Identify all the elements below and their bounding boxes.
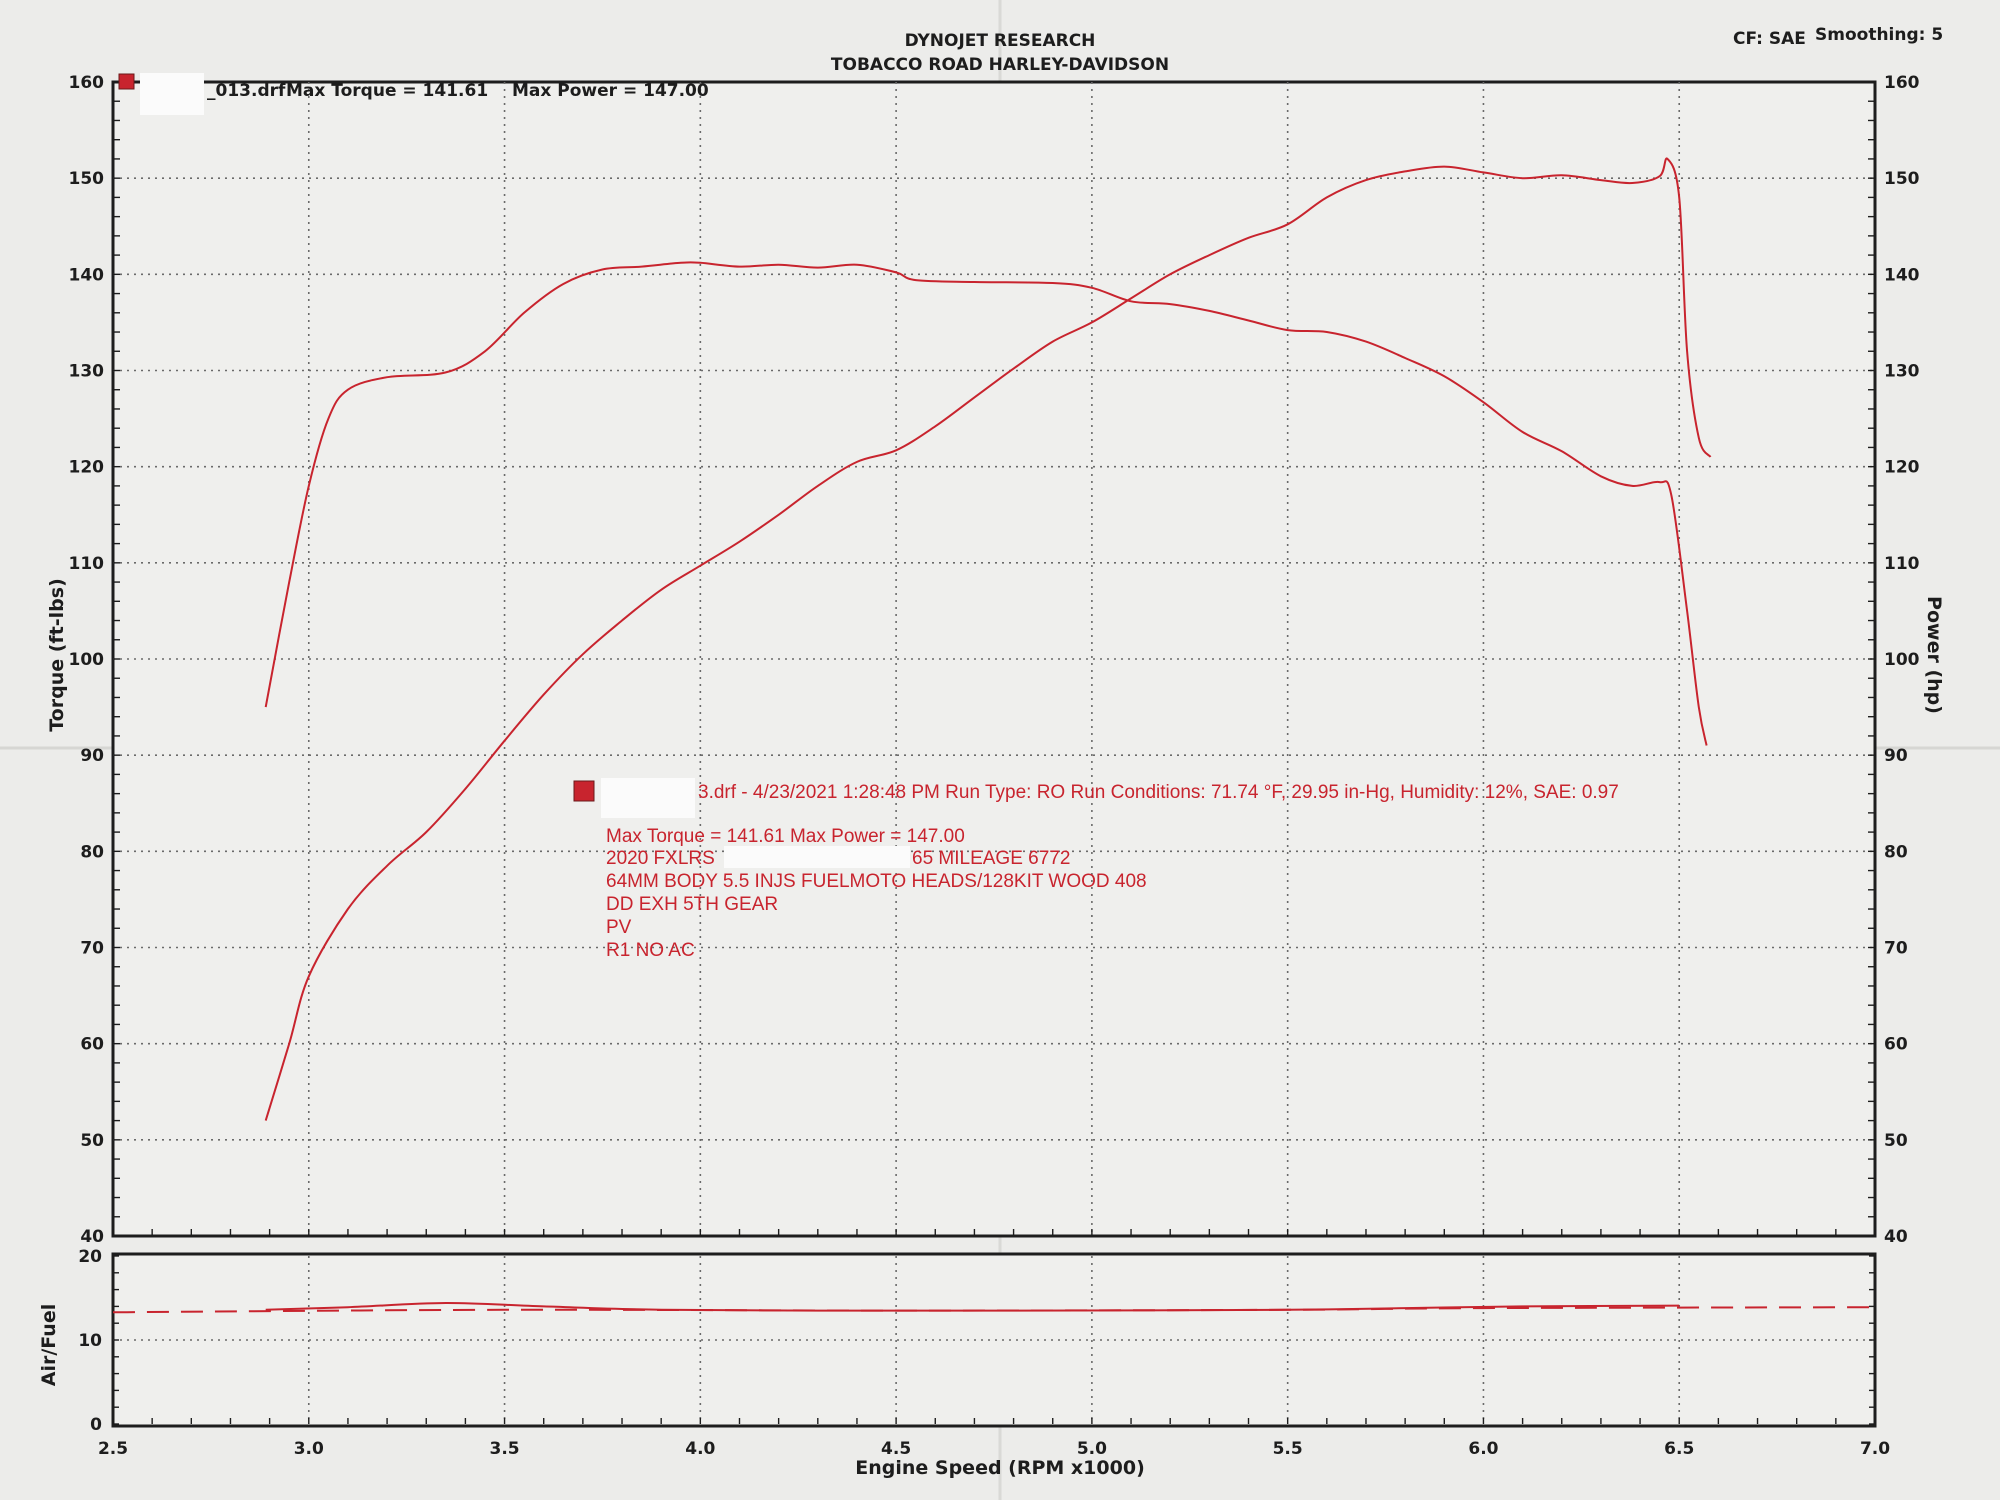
- torque-curve: [264, 261, 1708, 746]
- x-tick-label: 4.0: [685, 1439, 715, 1459]
- x-tick-label: 4.5: [881, 1439, 911, 1459]
- y-tick-label: 90: [80, 746, 104, 766]
- y-tick-label: 110: [69, 554, 105, 574]
- run-info-line-1: 3.drf - 4/23/2021 1:28:48 PM Run Type: R…: [698, 782, 1619, 803]
- y-tick-label: 140: [69, 265, 105, 285]
- x-tick-label: 7.0: [1860, 1439, 1890, 1459]
- af-axis-label: Air/Fuel: [38, 1304, 60, 1387]
- y2-tick-label: 160: [1884, 73, 1920, 93]
- y-tick-label: 100: [69, 650, 105, 670]
- y-tick-label: 60: [80, 1035, 104, 1055]
- y2-axis-label: Power (hp): [1923, 596, 1945, 714]
- af-traces: [112, 1301, 1876, 1314]
- x-tick-label: 3.5: [489, 1439, 519, 1459]
- af-y-tick-label: 10: [78, 1331, 102, 1351]
- y-tick-label: 40: [80, 1227, 104, 1247]
- y-tick-label: 130: [69, 362, 105, 382]
- y-tick-label: 160: [69, 73, 105, 93]
- run-info-line-5: DD EXH 5TH GEAR: [606, 894, 778, 915]
- y2-tick-label: 110: [1884, 554, 1920, 574]
- smoothing-label: Smoothing: 5: [1815, 25, 1943, 45]
- y-tick-label: 150: [69, 169, 105, 189]
- y-axis-label: Torque (ft-lbs): [46, 578, 68, 732]
- y2-tick-label: 90: [1884, 746, 1908, 766]
- main-plot-frame: [111, 80, 1877, 1238]
- power-curve: [264, 157, 1712, 1121]
- y2-tick-label: 40: [1884, 1227, 1908, 1247]
- chart-subtitle: TOBACCO ROAD HARLEY-DAVIDSON: [831, 55, 1169, 75]
- run-info-swatch: [573, 780, 595, 802]
- y-tick-label: 50: [80, 1131, 104, 1151]
- chart-title: DYNOJET RESEARCH: [905, 31, 1096, 51]
- run-info-line-3a: 2020 FXLRS: [606, 848, 715, 869]
- legend-run-file: _013.drf: [207, 81, 286, 101]
- y2-tick-label: 120: [1884, 458, 1920, 478]
- af-y-tick-label: 0: [90, 1415, 102, 1435]
- redacted-box: [724, 846, 910, 868]
- y-tick-label: 70: [80, 939, 104, 959]
- af-plot-frame: [111, 1252, 1877, 1428]
- y2-tick-label: 60: [1884, 1035, 1908, 1055]
- run-info-line-7: R1 NO AC: [606, 940, 695, 961]
- x-tick-label: 2.5: [98, 1439, 128, 1459]
- redacted-box: [601, 778, 695, 818]
- run-info-line-4: 64MM BODY 5.5 INJS FUELMOTO HEADS/128KIT…: [606, 871, 1147, 892]
- af-target-line: [112, 1306, 1876, 1314]
- legend-swatch: [118, 73, 135, 90]
- y2-tick-label: 150: [1884, 169, 1920, 189]
- x-tick-label: 6.0: [1468, 1439, 1498, 1459]
- af-grid: [112, 1255, 1876, 1425]
- legend-max-power: Max Power = 147.00: [512, 81, 709, 101]
- run-info-line-3b: 65 MILEAGE 6772: [912, 848, 1070, 869]
- main-traces: [264, 157, 1712, 1121]
- cf-label: CF: SAE: [1733, 29, 1806, 49]
- y2-tick-label: 80: [1884, 842, 1908, 862]
- y2-tick-label: 70: [1884, 939, 1908, 959]
- legend-max-torque: Max Torque = 141.61: [286, 81, 488, 101]
- y2-tick-label: 140: [1884, 265, 1920, 285]
- x-tick-label: 5.5: [1273, 1439, 1303, 1459]
- main-grid: [112, 81, 1876, 1237]
- y-tick-label: 80: [80, 842, 104, 862]
- y2-tick-label: 130: [1884, 362, 1920, 382]
- main-tick-labels: 40 40 50 50 60 60 70 70 80 80 90 90 100 100 110 110 120 1…: [69, 73, 1920, 1247]
- x-tick-label: 6.5: [1664, 1439, 1694, 1459]
- y-tick-label: 120: [69, 458, 105, 478]
- x-axis-label: Engine Speed (RPM x1000): [855, 1457, 1145, 1479]
- x-tick-label: 5.0: [1077, 1439, 1107, 1459]
- run-info-line-6: PV: [606, 917, 632, 938]
- y2-tick-label: 100: [1884, 650, 1920, 670]
- af-tick-labels: 2.5 3.0 3.5 4.0 4.5 5.0 5.5 6.0 6.5 7.0 0 10 20: [78, 1247, 1890, 1459]
- af-y-tick-label: 20: [78, 1247, 102, 1267]
- x-tick-label: 3.0: [294, 1439, 324, 1459]
- y2-tick-label: 50: [1884, 1131, 1908, 1151]
- redacted-box: [140, 73, 204, 115]
- run-info-line-2: Max Torque = 141.61 Max Power = 147.00: [606, 826, 965, 847]
